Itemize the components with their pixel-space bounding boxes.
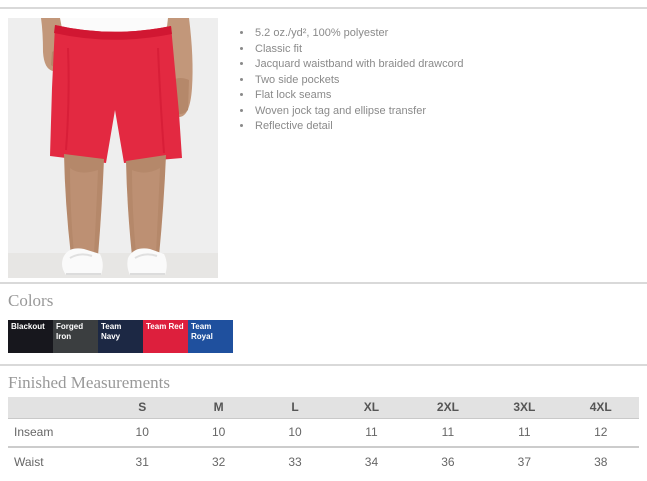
column-header-m: M <box>180 397 257 419</box>
column-header-4xl: 4XL <box>562 397 639 419</box>
cell-waist-m: 32 <box>180 446 257 476</box>
color-swatch-team-royal[interactable]: Team Royal <box>188 320 233 353</box>
corner-cell <box>8 397 104 419</box>
cell-inseam-xl: 11 <box>365 425 378 440</box>
swatch-label: Team Royal <box>191 322 213 341</box>
cell-waist-xl: 34 <box>333 446 410 476</box>
table-row-inseam: Inseam 10 10 10 11 11 11 12 <box>8 418 639 447</box>
cell-inseam-2xl: 11 <box>441 425 455 440</box>
measurements-section: Finished Measurements S M L XL 2XL 3XL 4… <box>0 373 647 476</box>
cell-waist-3xl: 37 <box>486 446 563 476</box>
cell-waist-l: 33 <box>256 446 334 476</box>
top-divider <box>0 7 647 9</box>
color-swatch-blackout[interactable]: Blackout <box>8 320 53 353</box>
measurements-table: S M L XL 2XL 3XL 4XL Inseam 10 10 10 11 … <box>8 397 639 476</box>
column-header-3xl: 3XL <box>486 397 563 419</box>
cell-waist-4xl: 38 <box>562 446 639 476</box>
feature-item: Two side pockets <box>253 73 464 89</box>
swatch-label: Team Navy <box>101 322 122 341</box>
table-header-row: S M L XL 2XL 3XL 4XL <box>8 397 639 419</box>
measurements-heading: Finished Measurements <box>8 373 170 392</box>
swatch-label: Forged Iron <box>56 322 84 341</box>
product-overview: 5.2 oz./yd², 100% polyester Classic fit … <box>0 18 647 278</box>
color-swatch-team-red[interactable]: Team Red <box>143 320 188 353</box>
cell-inseam-l: 10 <box>288 425 302 440</box>
column-header-2xl: 2XL <box>409 397 487 419</box>
feature-item: Classic fit <box>253 42 464 58</box>
colors-heading: Colors <box>8 291 54 310</box>
color-swatch-team-navy[interactable]: Team Navy <box>98 320 143 353</box>
swatch-row: Blackout Forged Iron Team Navy Team Red … <box>8 320 647 353</box>
column-header-l: L <box>256 397 334 419</box>
color-swatch-forged-iron[interactable]: Forged Iron <box>53 320 98 353</box>
feature-list: 5.2 oz./yd², 100% polyester Classic fit … <box>238 26 464 135</box>
feature-item: Reflective detail <box>253 119 464 135</box>
feature-item: Jacquard waistband with braided drawcord <box>253 57 464 73</box>
cell-inseam-m: 10 <box>211 425 226 440</box>
feature-item: Woven jock tag and ellipse transfer <box>253 104 464 120</box>
swatch-label: Team Red <box>146 322 184 331</box>
colors-divider <box>0 282 647 284</box>
column-header-xl: XL <box>333 397 410 419</box>
cell-inseam-s: 10 <box>135 425 149 440</box>
measurements-divider <box>0 364 647 366</box>
column-header-s: S <box>104 397 181 419</box>
colors-section: Colors Blackout Forged Iron Team Navy Te… <box>0 291 647 353</box>
cell-waist-s: 31 <box>104 446 181 476</box>
row-label: Inseam <box>14 425 54 440</box>
row-label: Waist <box>8 446 104 476</box>
table-row-waist: Waist 31 32 33 34 36 37 38 <box>8 446 639 476</box>
product-photo[interactable] <box>8 18 218 278</box>
cell-inseam-3xl: 11 <box>518 425 531 440</box>
model-illustration <box>8 18 218 278</box>
cell-inseam-4xl: 12 <box>594 425 608 440</box>
cell-waist-2xl: 36 <box>409 446 487 476</box>
feature-item: Flat lock seams <box>253 88 464 104</box>
feature-item: 5.2 oz./yd², 100% polyester <box>253 26 464 42</box>
swatch-label: Blackout <box>11 322 45 331</box>
